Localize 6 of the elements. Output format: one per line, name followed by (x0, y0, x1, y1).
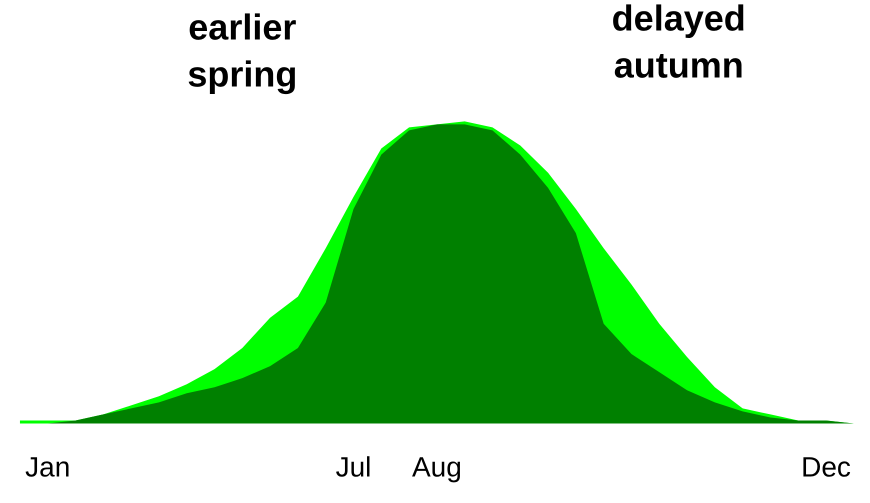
x-tick-label: Aug (412, 452, 462, 482)
x-tick-label: Jul (336, 452, 372, 482)
x-tick-label: Dec (801, 452, 851, 482)
x-tick-label: Jan (25, 452, 70, 482)
text: delayed autumn (612, 0, 746, 86)
text: earlier spring (187, 6, 298, 95)
